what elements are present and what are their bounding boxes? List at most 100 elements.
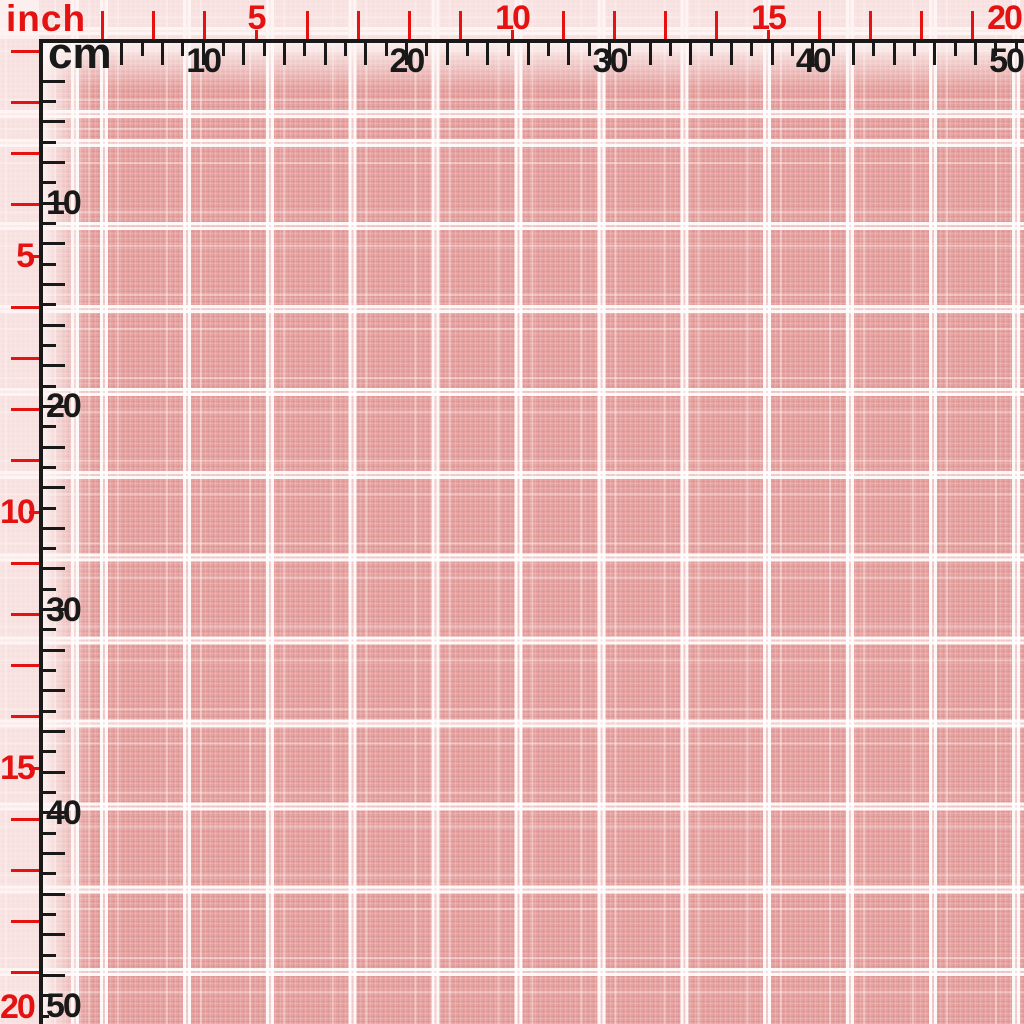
left-ruler-inch-label: 5 — [16, 237, 35, 275]
left-ruler-cm-tick — [43, 323, 65, 327]
left-ruler-cm-tick — [43, 689, 65, 693]
left-ruler-cm-tick — [43, 465, 56, 469]
left-ruler-inch-tick — [11, 664, 39, 668]
top-ruler-cm-tick — [262, 43, 266, 56]
left-ruler-cm-tick — [43, 364, 65, 368]
top-ruler-cm-tick — [608, 43, 612, 65]
left-ruler-inch-tick — [11, 408, 39, 412]
left-ruler-inch-tick — [11, 203, 39, 207]
left-ruler-inch-tick — [11, 920, 39, 924]
top-ruler-cm-tick — [912, 43, 916, 56]
left-ruler-cm-tick — [43, 547, 56, 551]
left-ruler-cm-tick — [43, 343, 56, 347]
top-ruler-inch-tick — [152, 11, 156, 39]
top-ruler-inch-tick — [971, 11, 975, 39]
top-ruler-cm-tick — [872, 43, 876, 56]
left-ruler-cm-tick — [43, 770, 65, 774]
left-ruler-inch-tick — [11, 459, 39, 463]
left-ruler-inch-tick — [11, 100, 39, 104]
left-ruler-cm-tick — [43, 282, 65, 286]
left-ruler-cm-label: 50 — [46, 987, 82, 1024]
top-ruler-cm-tick — [648, 43, 652, 65]
left-ruler-cm-tick — [43, 933, 65, 937]
top-ruler-cm-tick — [709, 43, 713, 56]
top-ruler-cm-tick — [669, 43, 673, 56]
left-ruler-cm-tick — [43, 100, 56, 104]
top-ruler-cm-tick — [730, 43, 734, 65]
top-ruler-cm-tick — [567, 43, 571, 65]
left-ruler-inch-tick — [29, 254, 39, 258]
top-ruler-baseline — [39, 39, 1024, 43]
top-ruler-cm-tick — [282, 43, 286, 65]
left-ruler-cm-tick — [43, 851, 65, 855]
top-ruler-cm-tick — [323, 43, 327, 65]
top-ruler-cm-tick — [364, 43, 368, 65]
left-ruler-cm-tick — [43, 384, 56, 388]
left-ruler-baseline — [39, 39, 43, 1024]
left-ruler-cm-tick — [43, 506, 56, 510]
left-ruler-inch-tick — [11, 561, 39, 565]
top-ruler-cm-tick — [933, 43, 937, 65]
left-ruler-cm-tick — [43, 608, 65, 612]
top-ruler-inch-label: 5 — [247, 0, 267, 37]
left-ruler-cm-tick — [43, 262, 56, 266]
top-ruler-inch-tick — [305, 11, 309, 39]
top-ruler-cm-tick — [689, 43, 693, 65]
top-ruler-cm-tick — [790, 43, 794, 56]
top-ruler-inch-tick — [664, 11, 668, 39]
top-ruler-inch-tick — [254, 30, 258, 39]
left-ruler-cm-label: 30 — [46, 590, 82, 629]
top-ruler-cm-tick — [811, 43, 815, 65]
top-ruler-cm-tick — [343, 43, 347, 56]
left-ruler-inch-tick — [11, 868, 39, 872]
left-ruler-cm-label: 10 — [46, 184, 82, 223]
top-ruler-inch-tick — [356, 11, 360, 39]
top-ruler-inch-tick — [817, 11, 821, 39]
top-ruler-cm-tick — [242, 43, 246, 65]
left-ruler-cm-tick — [43, 709, 56, 713]
top-ruler-cm-tick — [831, 43, 835, 56]
top-ruler-cm-label: 20 — [389, 42, 425, 80]
left-ruler-cm-tick — [43, 181, 56, 185]
left-ruler-cm-tick — [43, 161, 65, 165]
top-ruler-cm-tick — [953, 43, 957, 56]
top-ruler-inch-tick — [203, 11, 207, 39]
top-ruler-cm-tick — [770, 43, 774, 65]
left-ruler-cm-tick — [43, 79, 65, 83]
left-ruler-cm-tick — [43, 140, 56, 144]
top-ruler-cm-tick — [465, 43, 469, 56]
left-ruler-cm-tick — [43, 973, 65, 977]
left-ruler-cm-tick — [43, 811, 65, 815]
top-ruler-inch-label: 15 — [751, 0, 787, 37]
left-ruler-cm-tick — [43, 587, 56, 591]
top-ruler-cm-tick — [1014, 43, 1018, 50]
top-ruler-inch-tick — [408, 11, 412, 39]
left-ruler-inch-tick — [11, 612, 39, 616]
cm-unit-label: cm — [48, 29, 112, 78]
left-ruler-inch-tick — [11, 817, 39, 821]
top-ruler-cm-tick — [404, 43, 408, 65]
left-ruler-inch-tick — [11, 152, 39, 156]
top-ruler-cm-tick — [973, 43, 977, 65]
left-ruler-cm-tick — [43, 994, 56, 998]
inch-unit-label: inch — [6, 0, 87, 39]
top-ruler-cm-tick — [486, 43, 490, 65]
top-ruler-cm-tick — [994, 43, 998, 56]
top-ruler-cm-tick — [547, 43, 551, 56]
top-ruler-inch-tick — [100, 11, 104, 39]
left-ruler-cm-tick — [43, 567, 65, 571]
left-ruler-cm-tick — [43, 872, 56, 876]
top-ruler-cm-tick — [506, 43, 510, 56]
top-ruler-inch-tick — [510, 30, 514, 39]
left-ruler-cm-tick — [43, 486, 65, 490]
top-ruler-cm-label: 40 — [795, 42, 832, 80]
left-ruler-cm-label: 40 — [46, 793, 82, 832]
top-ruler-cm-tick — [587, 43, 591, 56]
left-ruler-inch-tick — [29, 766, 39, 770]
left-ruler-cm-tick — [43, 1014, 49, 1018]
top-ruler-cm-tick — [181, 43, 185, 56]
left-ruler-cm-label: 20 — [46, 387, 82, 426]
top-ruler-cm-tick — [140, 43, 144, 56]
